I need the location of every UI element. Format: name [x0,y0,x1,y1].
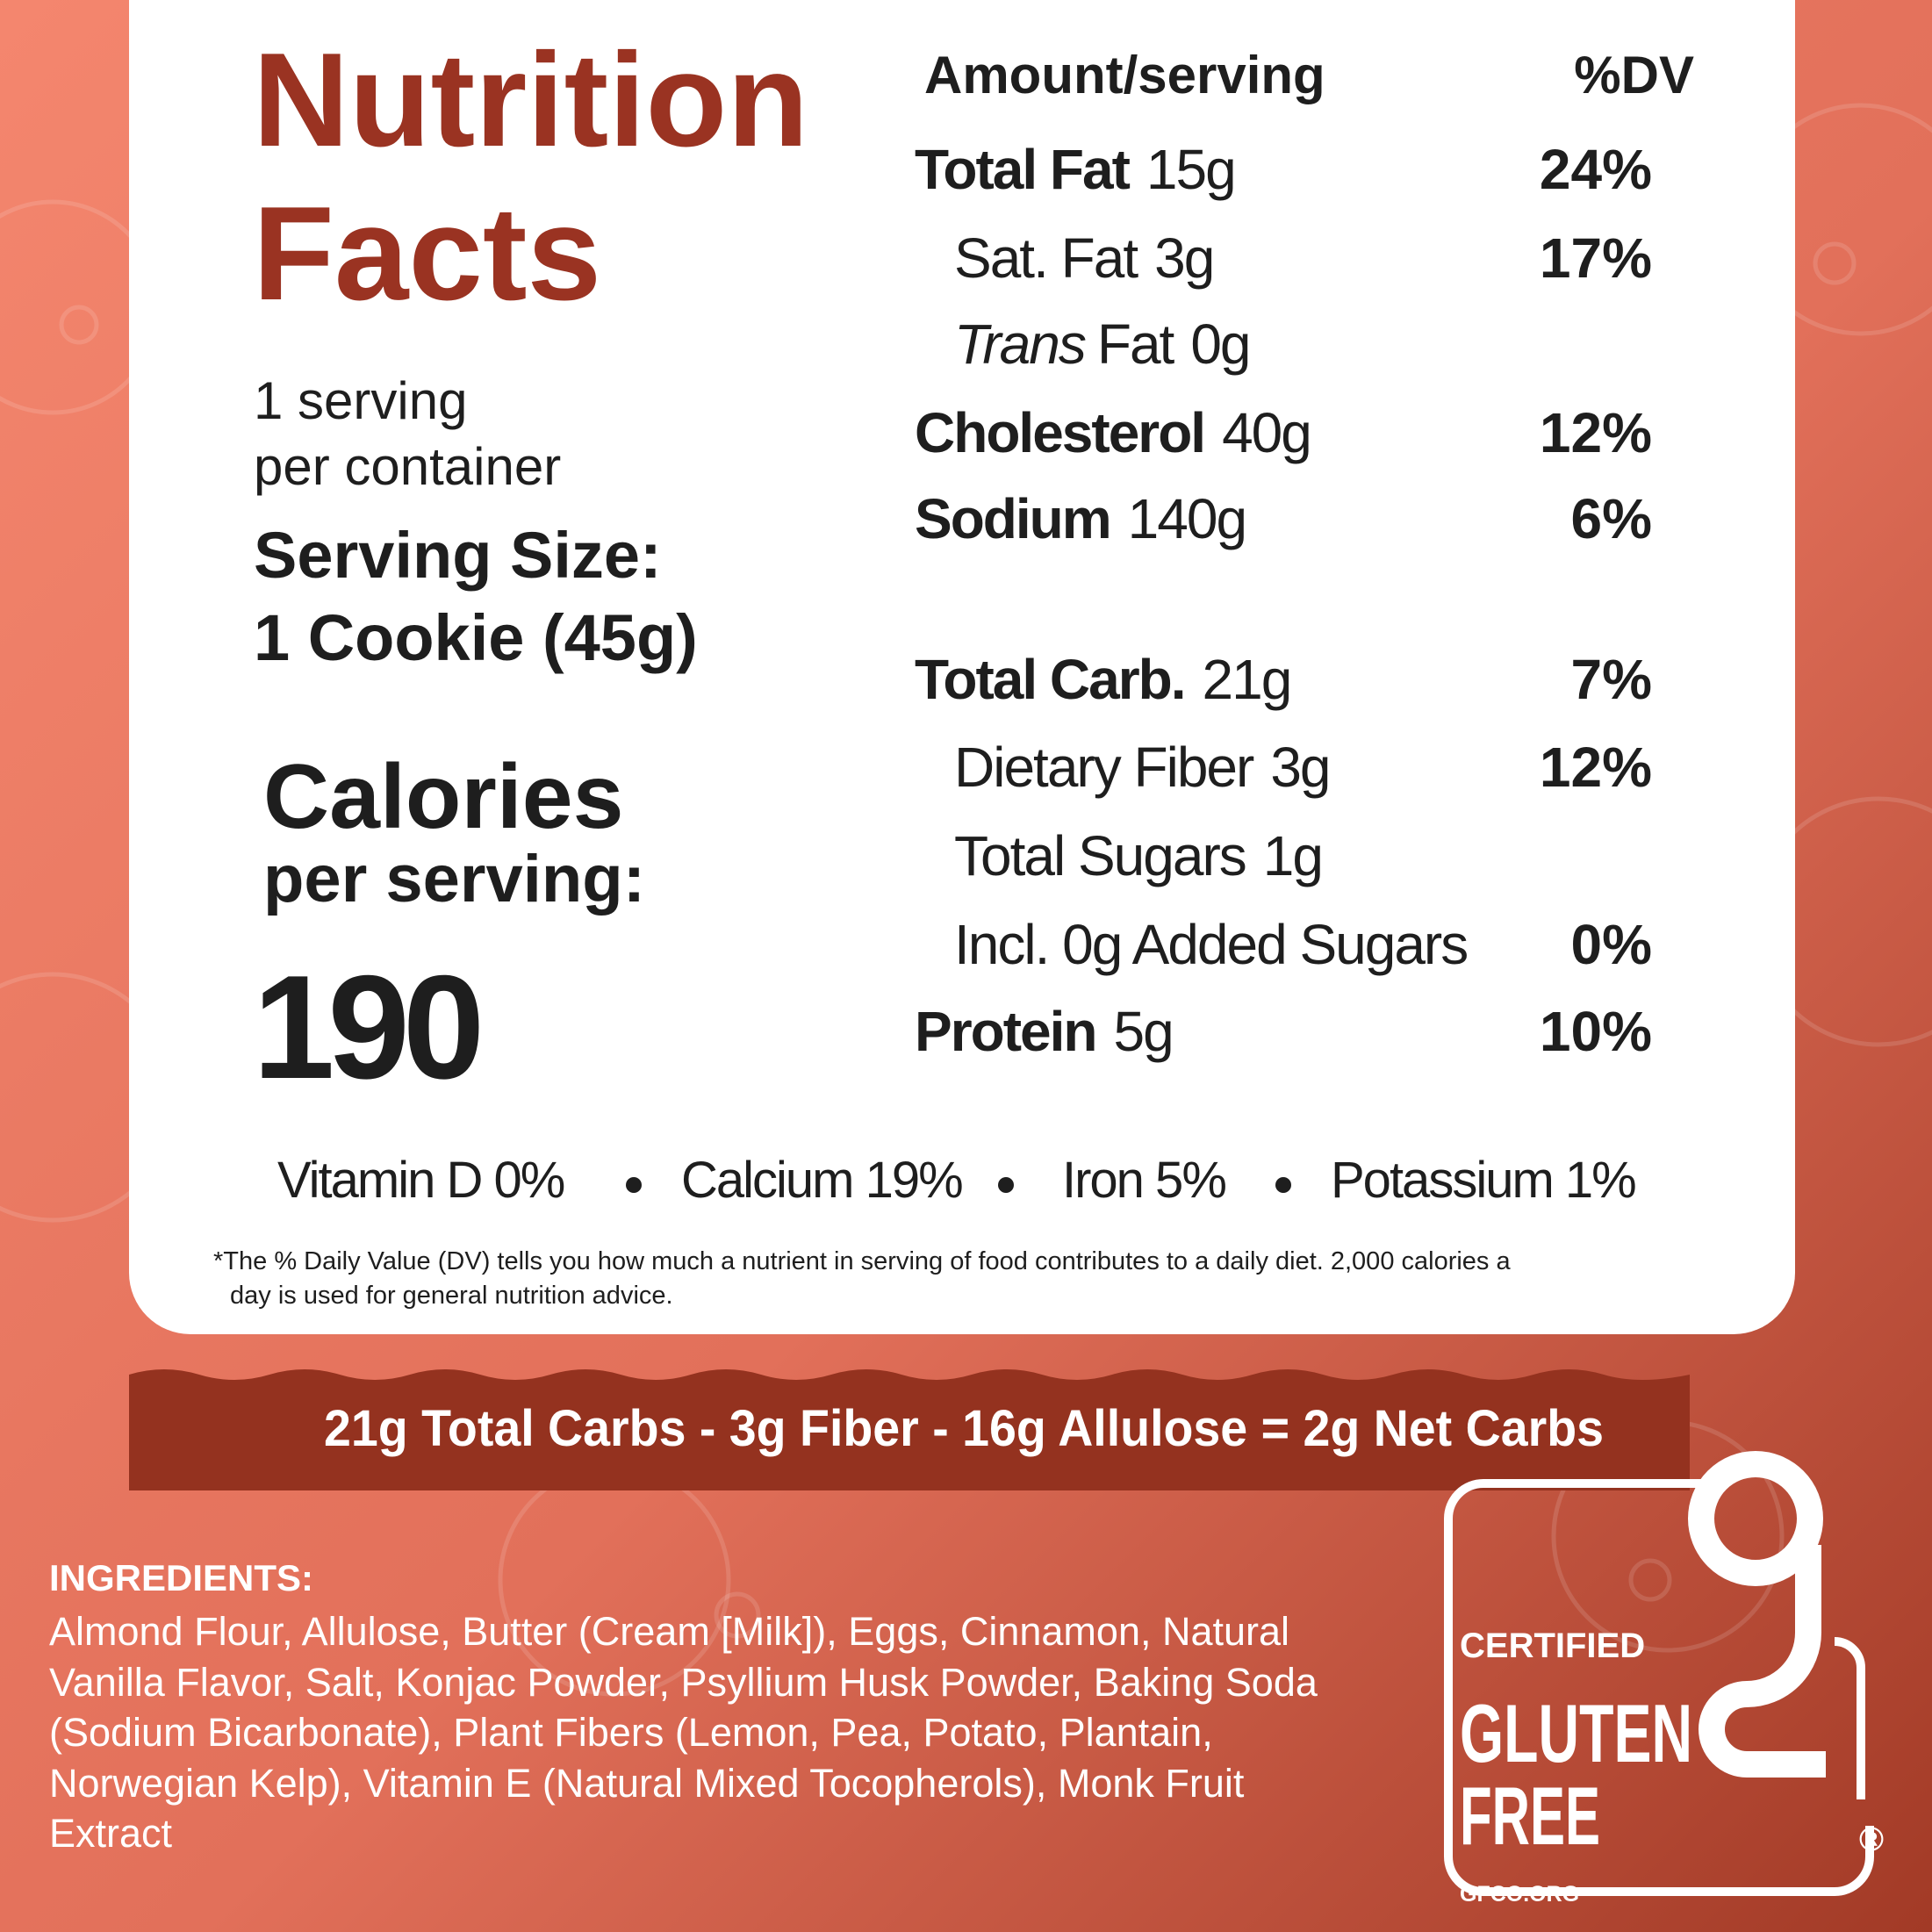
badge-text: GLUTEN [1460,1687,1692,1779]
column-header: %DV [1574,46,1694,104]
nutrient-dv: 10% [1540,1000,1652,1063]
nutrient-row: Sodium 140g [915,487,1246,550]
nutrient-label: Total Sugars [954,824,1246,887]
nutrient-label: Cholesterol [915,401,1204,464]
nutrient-label: Protein [915,1000,1095,1063]
nutrient-label: Fat [1097,312,1175,376]
nutrient-label: Incl. 0g Added Sugars [954,913,1467,976]
nutrient-dv: 6% [1571,487,1653,550]
serving-size: 1 Cookie (45g) [254,601,698,674]
facts-card [129,0,1795,1334]
ingredients-line: Vanilla Flavor, Salt, Konjac Powder, Psy… [49,1660,1318,1705]
separator-dot [1275,1177,1291,1193]
nutrient-amount: 3g [1270,736,1329,799]
ingredients-line: Norwegian Kelp), Vitamin E (Natural Mixe… [49,1761,1245,1806]
nutrient-label: Total Carb. [915,648,1185,711]
nutrient-dv: 24% [1540,138,1652,201]
nutrient-label: Dietary Fiber [954,736,1254,799]
net-carbs-banner [129,1369,1690,1490]
nutrient-row: Protein 5g [915,1000,1173,1063]
ingredients-heading: INGREDIENTS: [49,1557,313,1598]
separator-dot [998,1177,1014,1193]
nutrient-dv: 12% [1540,736,1652,799]
nutrient-row: Cholesterol 40g [915,401,1311,464]
nutrient-label: Sodium [915,487,1110,550]
vitamin: Vitamin D 0% [277,1152,564,1209]
nutrient-row: Incl. 0g Added Sugars [954,913,1467,976]
ingredients-line: Extract [49,1811,173,1856]
nutrient-amount: 15g [1146,138,1235,201]
nutrient-amount: 140g [1128,487,1246,550]
ingredients-line: (Sodium Bicarbonate), Plant Fibers (Lemo… [49,1710,1213,1755]
gf-logo [1444,1451,1874,1896]
nutrient-row: Trans Fat 0g [954,312,1250,376]
nutrient-amount: 0g [1190,312,1249,376]
ingredients-line: Almond Flour, Allulose, Butter (Cream [M… [49,1609,1289,1654]
nutrient-label: Sat. Fat [954,226,1138,290]
separator-dot [626,1177,642,1193]
nutrient-amount: 21g [1203,648,1291,711]
nutrient-dv: 0% [1571,913,1653,976]
footnote: day is used for general nutrition advice… [230,1282,673,1310]
nutrient-amount: 1g [1263,824,1322,887]
nutrient-dv: 12% [1540,401,1652,464]
calories-value: 190 [253,944,479,1110]
calories-label: per serving: [263,842,645,916]
badge-text: CERTIFIED [1460,1627,1645,1665]
servings: per container [254,437,561,496]
nutrient-label: Trans [954,312,1086,376]
footnote: *The % Daily Value (DV) tells you how mu… [213,1247,1511,1275]
nutrient-amount: 3g [1154,226,1213,290]
vitamin: Iron 5% [1062,1152,1225,1209]
title: Nutrition [253,25,808,175]
badge-text: FREE [1460,1770,1600,1862]
nutrient-amount: 5g [1113,1000,1172,1063]
vitamin: Calcium 19% [681,1152,962,1209]
calories-label: Calories [263,746,623,848]
servings: 1 serving [254,371,467,430]
nutrient-amount: 40g [1222,401,1311,464]
nutrient-dv: 7% [1571,648,1653,711]
title: Facts [253,179,601,328]
nutrient-label: Total Fat [915,138,1131,201]
nutrient-row: Total Sugars 1g [954,824,1322,887]
banner-text: 21g Total Carbs - 3g Fiber - 16g Allulos… [324,1400,1604,1457]
nutrient-row: Total Carb. 21g [915,648,1290,711]
column-header: Amount/serving [924,46,1325,104]
nutrient-row: Sat. Fat 3g [954,226,1213,290]
serving-size: Serving Size: [254,519,662,592]
nutrient-dv: 17% [1540,226,1652,290]
nutrient-row: Dietary Fiber 3g [954,736,1330,799]
vitamin: Potassium 1% [1331,1152,1635,1209]
nutrient-row: Total Fat 15g [915,138,1235,201]
